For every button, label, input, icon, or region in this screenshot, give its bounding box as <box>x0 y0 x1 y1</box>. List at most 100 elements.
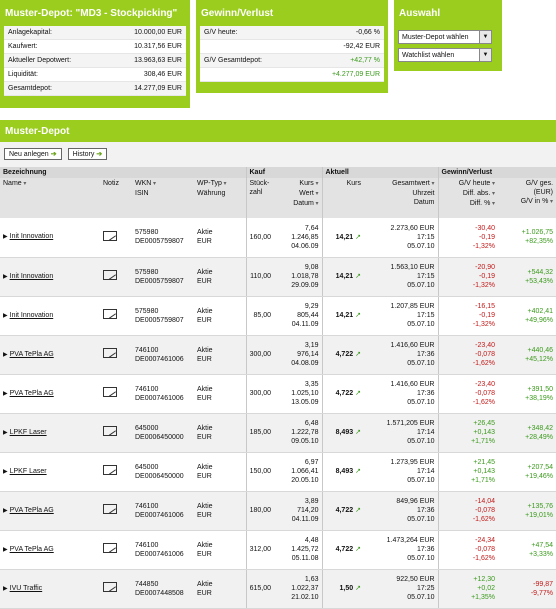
col-gvges-label: G/V ges. <box>525 180 554 187</box>
cell-notiz <box>100 491 132 531</box>
cell-gesamt: 1.473,264 EUR 17:36 05.07.10 <box>364 530 438 570</box>
expand-arrow-icon[interactable]: ▶ <box>3 507 8 514</box>
isin: DE0006450000 <box>135 472 184 480</box>
depot-select-value: Muster-Depot wählen <box>402 33 469 41</box>
time: 17:14 <box>416 429 435 436</box>
col-wptyp[interactable]: WP-Typ ▾ Währung <box>194 178 246 218</box>
cell-type: Aktie EUR <box>194 374 246 414</box>
edit-note-icon[interactable] <box>103 387 117 397</box>
wp-type: Aktie <box>197 385 213 393</box>
summary-label: Gesamtdepot: <box>8 85 52 92</box>
edit-note-icon[interactable] <box>103 582 117 592</box>
col-gesamtwert[interactable]: Gesamtwert ▾ Uhrzeit Datum <box>364 178 438 218</box>
stock-name-link[interactable]: LPKF Laser <box>9 428 47 436</box>
buy-date: 29.09.09 <box>291 282 319 289</box>
stock-name-link[interactable]: IVU Traffic <box>9 584 43 592</box>
expand-arrow-icon[interactable]: ▶ <box>3 234 8 241</box>
buy-value: 805,44 <box>297 312 319 319</box>
chevron-down-icon: ▼ <box>479 49 491 61</box>
cell-gesamt: 849,96 EUR 17:36 05.07.10 <box>364 491 438 531</box>
total-value: 1.473,264 EUR <box>386 537 435 544</box>
isin: DE0007461006 <box>135 511 184 519</box>
group-header-gv: Gewinn/Verlust <box>437 167 556 178</box>
cell-wkn: 746100 DE0007461006 <box>132 335 194 375</box>
cell-kurs-aktuell: 4,722 ↗ <box>321 491 364 531</box>
buy-price: 3,35 <box>304 381 319 388</box>
gv-total-pct: +82,35% <box>525 238 554 246</box>
cell-gesamt: 1.563,10 EUR 17:15 05.07.10 <box>364 257 438 297</box>
gv-title: Gewinn/Verlust <box>201 8 274 19</box>
history-button[interactable]: History ➔ <box>67 148 108 160</box>
col-wkn[interactable]: WKN ▾ ISIN <box>132 178 194 218</box>
diff-abs: +0,143 <box>473 468 495 475</box>
expand-arrow-icon[interactable]: ▶ <box>3 585 8 592</box>
stock-name-link[interactable]: PVA TePla AG <box>9 389 54 397</box>
edit-note-icon[interactable] <box>103 348 117 358</box>
col-kurs-kauf[interactable]: Kurs ▾ Wert ▾ Datum ▾ <box>274 178 322 218</box>
expand-arrow-icon[interactable]: ▶ <box>3 351 8 358</box>
edit-note-icon[interactable] <box>103 309 117 319</box>
stock-name-link[interactable]: Init Innovation <box>9 233 54 241</box>
edit-note-icon[interactable] <box>103 270 117 280</box>
stock-name-link[interactable]: PVA TePla AG <box>9 506 54 514</box>
trend-arrow-icon: ↗ <box>355 390 361 397</box>
date: 05.07.10 <box>407 594 435 601</box>
gv-today: +12,30 <box>473 576 495 583</box>
gv-amount: +4.277,09 EUR <box>331 71 380 78</box>
expand-arrow-icon[interactable]: ▶ <box>3 273 8 280</box>
cell-notiz <box>100 413 132 453</box>
edit-note-icon[interactable] <box>103 465 117 475</box>
isin: DE0007461006 <box>135 394 184 402</box>
cell-gv-ges: +348,42 +28,49% <box>498 413 556 453</box>
sort-icon: ▾ <box>548 199 554 205</box>
cell-kurs-aktuell: 14,21 ↗ <box>321 257 364 297</box>
cell-gv-heute: -30,40 -0,19 -1,32% <box>437 218 498 258</box>
cell-kauf: 1,63 1.022,37 21.02.10 <box>274 569 322 609</box>
expand-arrow-icon[interactable]: ▶ <box>3 468 8 475</box>
cell-name: ▶ Init Innovation <box>0 257 100 297</box>
cell-notiz <box>100 569 132 609</box>
col-name[interactable]: Name ▾ <box>0 178 100 218</box>
cell-notiz <box>100 452 132 492</box>
cell-notiz <box>100 374 132 414</box>
gv-total: -99,87 <box>533 580 554 588</box>
buy-date: 05.11.08 <box>291 555 319 562</box>
cell-kauf: 6,97 1.066,41 20.05.10 <box>274 452 322 492</box>
cell-stueck: 150,00 <box>245 452 274 492</box>
depot-select[interactable]: Muster-Depot wählen ▼ <box>398 30 492 44</box>
diff-abs: -0,19 <box>479 233 495 241</box>
buy-value: 714,20 <box>297 507 319 514</box>
edit-note-icon[interactable] <box>103 543 117 553</box>
gv-today: +21,45 <box>473 459 495 466</box>
currency: EUR <box>197 238 212 246</box>
col-gv-heute[interactable]: G/V heute ▾ Diff. abs. ▾ Diff. % ▾ <box>437 178 498 218</box>
stock-name-link[interactable]: PVA TePla AG <box>9 350 54 358</box>
edit-note-icon[interactable] <box>103 230 117 241</box>
buy-date: 04.11.09 <box>291 516 319 523</box>
auswahl-title: Auswahl <box>399 8 441 19</box>
edit-note-icon[interactable] <box>103 426 117 436</box>
wp-type: Aktie <box>197 424 213 432</box>
diff-abs: -0,19 <box>479 273 495 280</box>
depot-summary-panel: Muster-Depot: "MD3 - Stockpicking" Anlag… <box>0 0 190 108</box>
buy-value: 1.066,41 <box>291 468 319 475</box>
cell-stueck: 85,00 <box>245 296 274 336</box>
expand-arrow-icon[interactable]: ▶ <box>3 390 8 397</box>
buy-date: 13.05.09 <box>291 399 319 406</box>
stock-name-link[interactable]: PVA TePla AG <box>9 545 54 553</box>
expand-arrow-icon[interactable]: ▶ <box>3 429 8 436</box>
gv-label: G/V Gesamtdepot: <box>204 57 262 64</box>
sort-icon: ▾ <box>490 201 495 207</box>
expand-arrow-icon[interactable]: ▶ <box>3 312 8 319</box>
stock-name-link[interactable]: Init Innovation <box>9 311 54 319</box>
new-button[interactable]: Neu anlegen ➔ <box>4 148 62 160</box>
cell-notiz <box>100 335 132 375</box>
currency: EUR <box>197 433 212 441</box>
watchlist-select[interactable]: Watchlist wählen ▼ <box>398 48 492 62</box>
col-gv-ges[interactable]: G/V ges. (EUR) G/V in % ▾ <box>498 178 556 218</box>
stock-name-link[interactable]: LPKF Laser <box>9 467 47 475</box>
stock-name-link[interactable]: Init Innovation <box>9 272 54 280</box>
expand-arrow-icon[interactable]: ▶ <box>3 546 8 553</box>
cell-notiz <box>100 296 132 336</box>
edit-note-icon[interactable] <box>103 504 117 514</box>
